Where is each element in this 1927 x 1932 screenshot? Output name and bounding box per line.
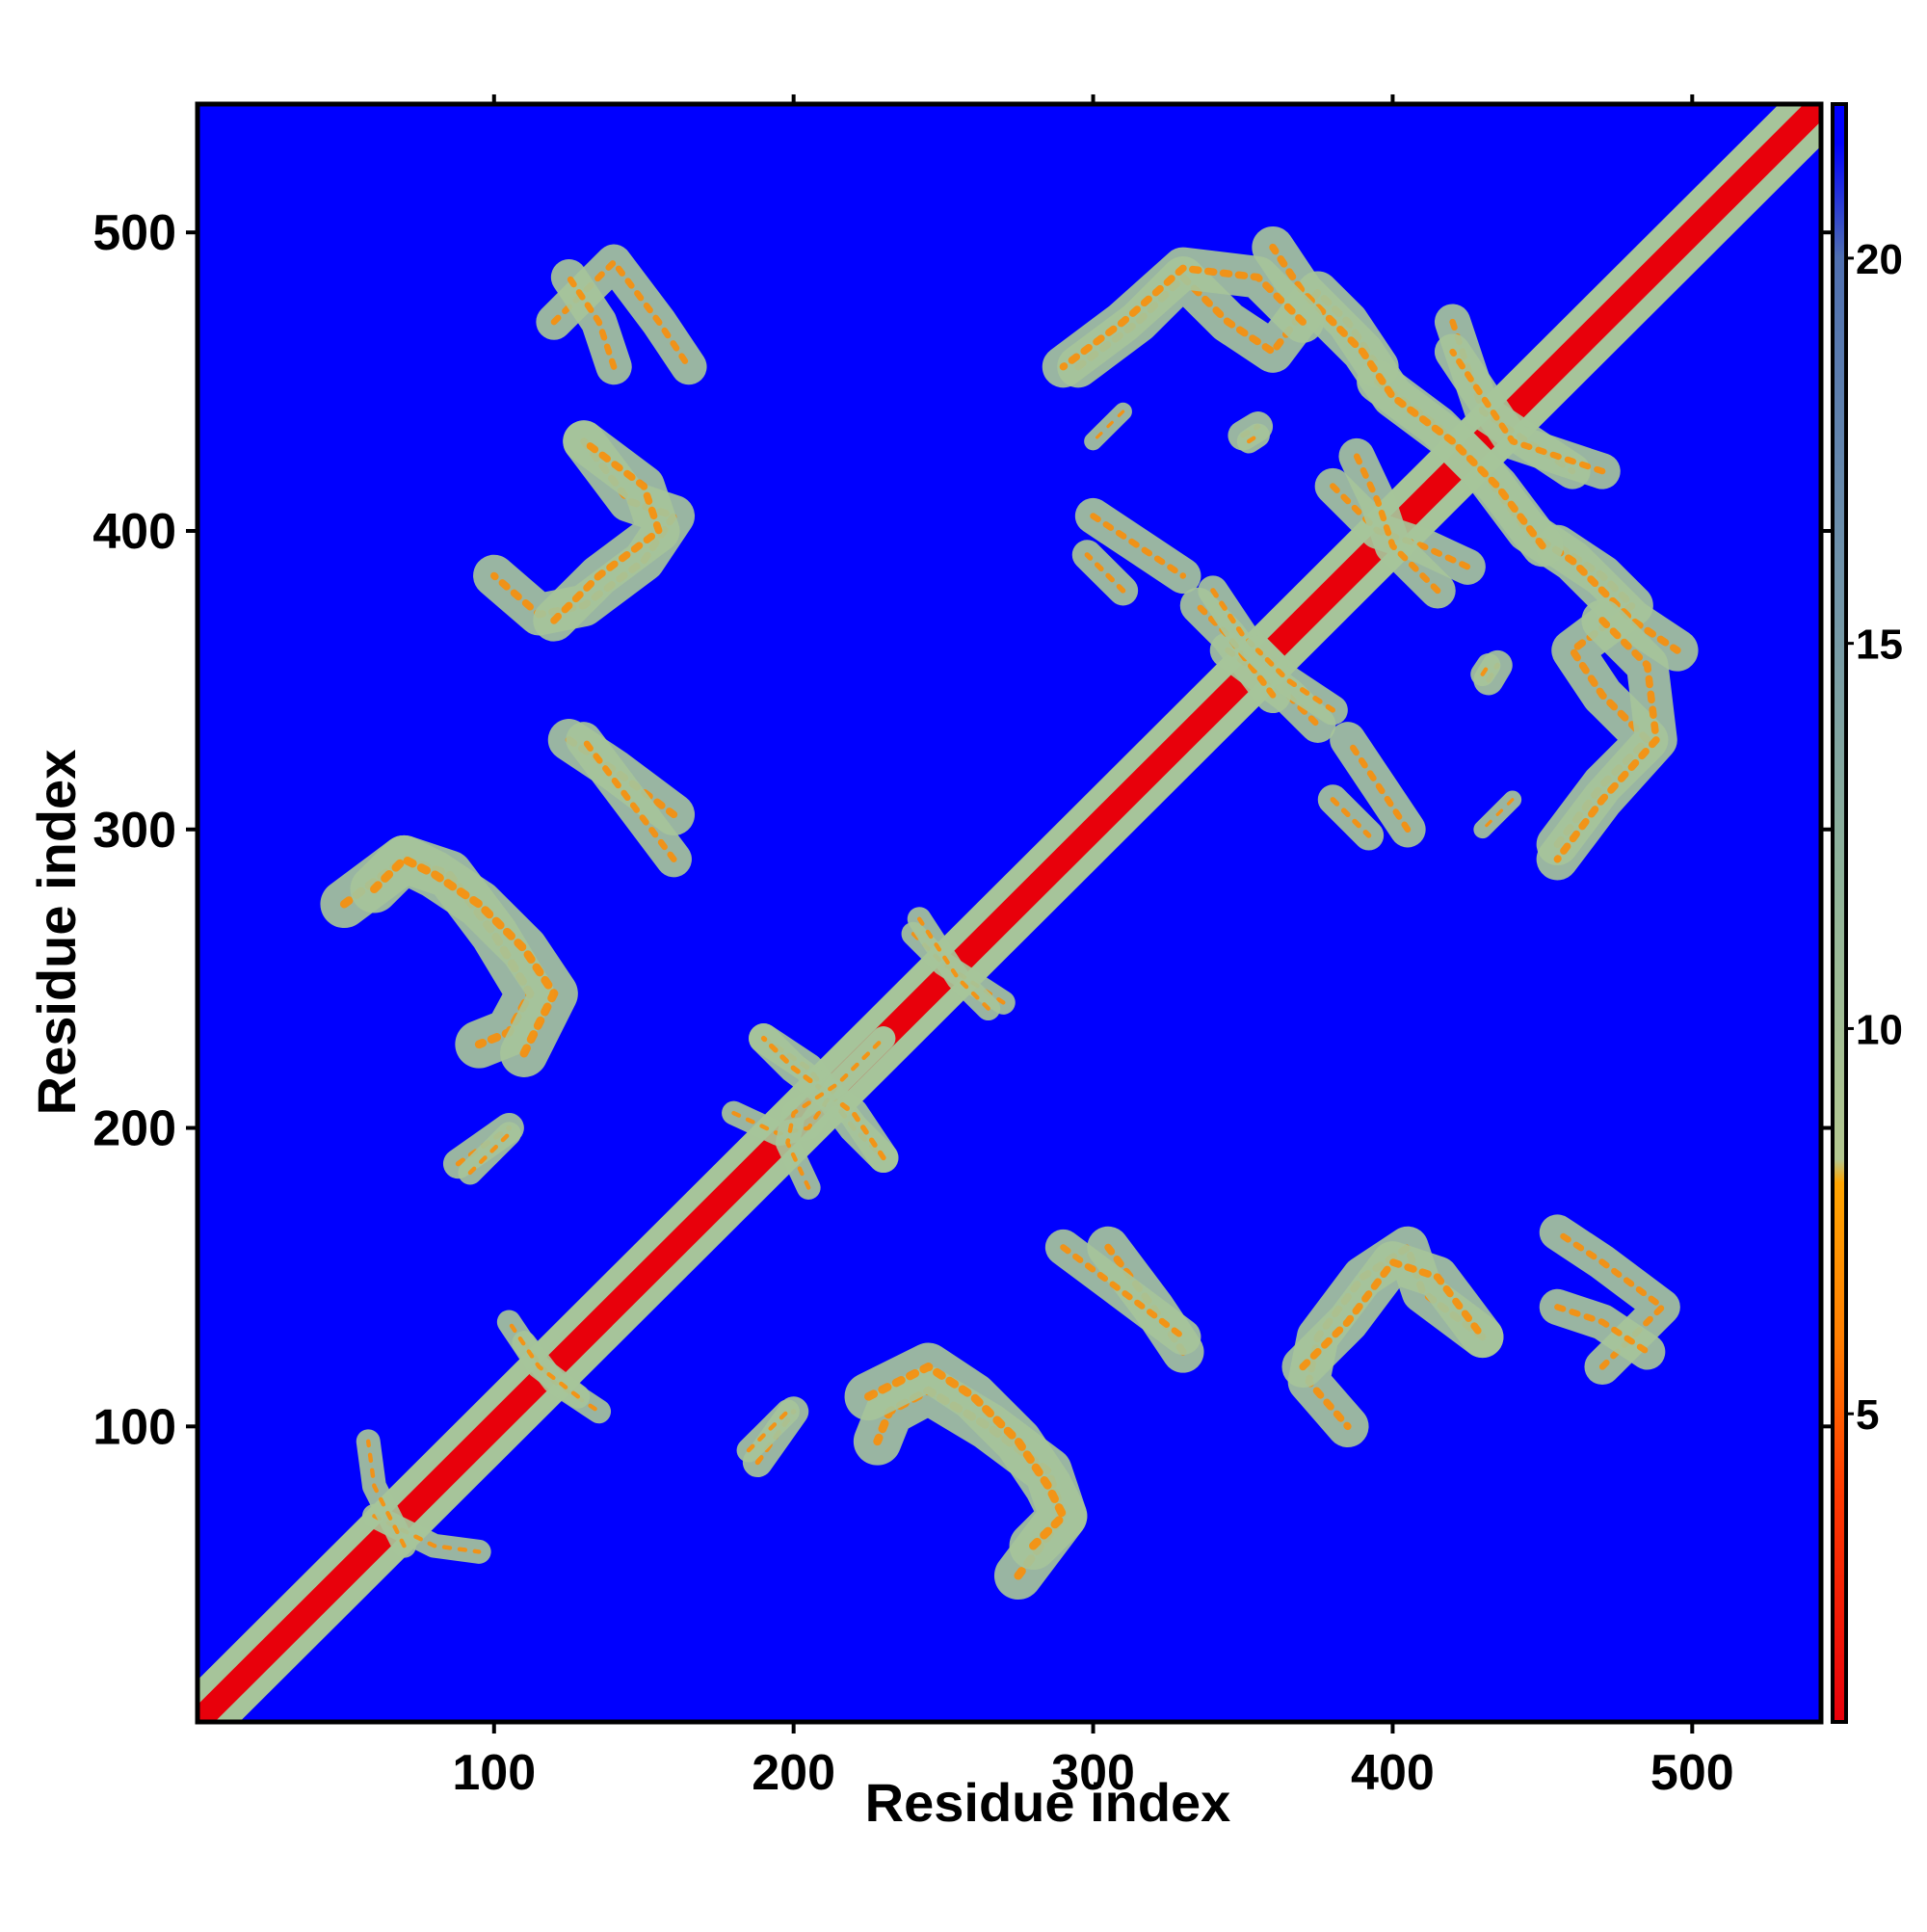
contact-core [785, 1036, 886, 1190]
contact-band [1071, 540, 1139, 606]
contact-core [1344, 736, 1412, 834]
contact-core [467, 1131, 512, 1176]
colorbar-tick-label: 10 [1856, 1006, 1903, 1053]
contact-core [1299, 1258, 1487, 1371]
contact-core [1269, 243, 1546, 550]
contact-core [580, 736, 677, 862]
contact-core [1060, 1244, 1187, 1340]
y-axis: 100 200 300 400 500 [92, 205, 1831, 1455]
contact-band [1317, 784, 1385, 851]
colorbar-tick-label: 5 [1856, 1391, 1879, 1439]
x-axis: 100 200 300 400 500 [452, 94, 1734, 1801]
contact-core [864, 1363, 1068, 1550]
y-axis-label: Residue index [26, 750, 87, 1116]
contact-core [1554, 1304, 1650, 1356]
contact-core [1091, 410, 1125, 443]
contact-core [1449, 348, 1606, 475]
contact-core [1059, 264, 1307, 371]
contact-core [1553, 617, 1660, 863]
y-tick-label: 400 [92, 504, 176, 560]
colorbar-tick-label: 20 [1856, 236, 1903, 283]
contact-core [366, 1439, 407, 1548]
x-axis-label: Residue index [865, 1772, 1231, 1833]
contact-core [1481, 798, 1515, 832]
contact-core [1247, 433, 1260, 444]
contact-core [550, 437, 663, 624]
contact-core [550, 258, 693, 370]
x-tick-label: 200 [752, 1745, 835, 1801]
heatmap-contacts [198, 104, 1821, 1722]
contact-core [198, 104, 1821, 1722]
colorbar [1831, 102, 1848, 1724]
y-tick-label: 100 [92, 1399, 176, 1455]
contact-core [1480, 663, 1491, 676]
contact-core [1353, 453, 1441, 595]
x-tick-label: 500 [1650, 1745, 1734, 1801]
contact-core [370, 855, 559, 1058]
colorbar-axis: 5 10 15 20 [1846, 236, 1903, 1439]
contact-core [746, 1409, 790, 1453]
contact-core [507, 1319, 580, 1399]
y-tick-label: 500 [92, 205, 176, 261]
contact-core [1330, 483, 1471, 570]
contact-core [917, 916, 990, 1011]
x-tick-label: 400 [1351, 1745, 1435, 1801]
colorbar-tick-label: 15 [1856, 622, 1903, 669]
contact-core [566, 274, 618, 370]
x-tick-label: 100 [452, 1745, 536, 1801]
contact-core [1554, 1229, 1666, 1370]
plot-frame [195, 101, 1824, 1725]
contact-core [1254, 648, 1335, 713]
x-tick-label: 300 [1051, 1745, 1135, 1801]
y-tick-label: 300 [92, 803, 176, 859]
contact-core [1090, 513, 1187, 579]
y-tick-label: 200 [92, 1101, 176, 1157]
